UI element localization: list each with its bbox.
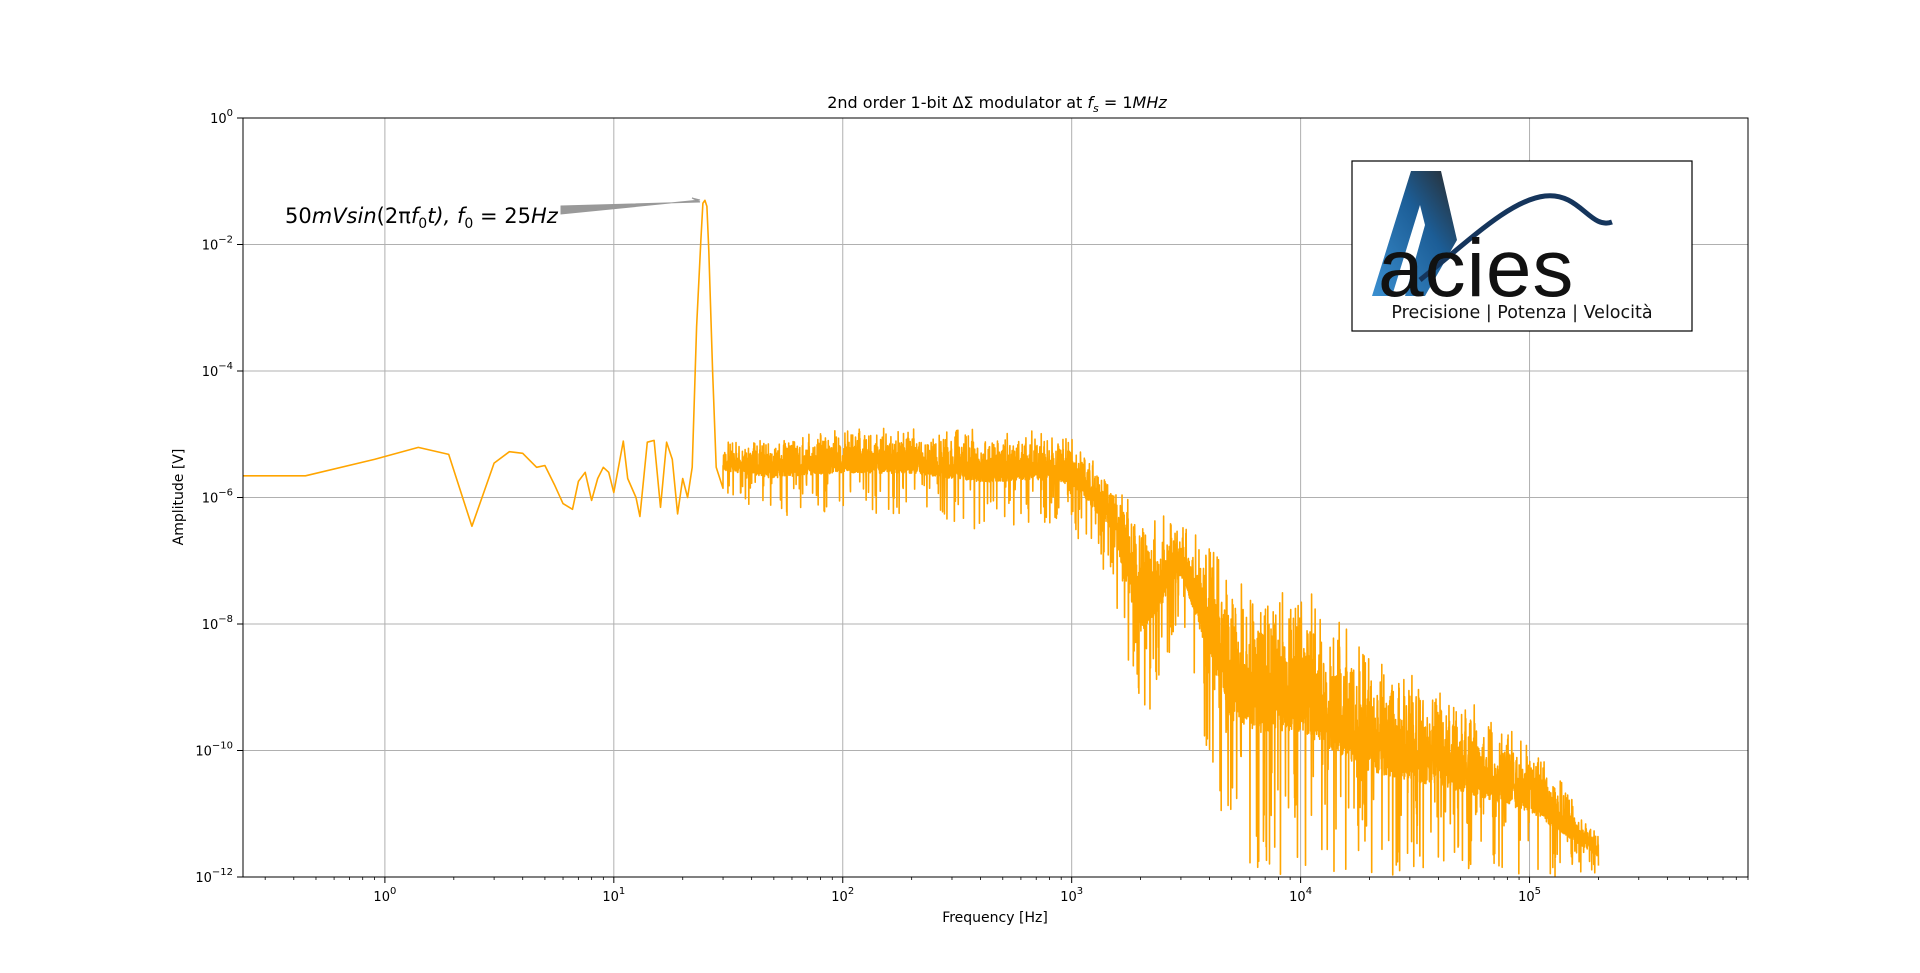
x-tick-label: 102	[831, 886, 854, 905]
y-tick-label: 10−8	[202, 614, 233, 633]
plot-series	[243, 199, 1600, 877]
x-tick-label: 105	[1518, 886, 1541, 905]
logo-word: acies	[1378, 223, 1574, 314]
annotation: 50mVsin(2πf0t), f0 = 25Hz	[285, 197, 701, 232]
annotation-arrow	[560, 197, 701, 215]
chart-title: 2nd order 1-bit ΔΣ modulator at fs = 1MH…	[827, 93, 1167, 115]
ticks: 100 101 102 103 104 105 100 10−2 10−4 10−6 10−8 10−…	[195, 108, 1749, 905]
y-tick-label: 10−12	[195, 867, 233, 886]
series-line	[243, 199, 1600, 877]
x-axis-label: Frequency [Hz]	[942, 910, 1048, 926]
y-tick-label: 10−6	[202, 488, 233, 507]
acies-logo: acies Precisione | Potenza | Velocità	[1351, 160, 1693, 332]
x-tick-label: 104	[1289, 886, 1312, 905]
plot-frame	[242, 117, 1749, 878]
y-tick-label: 10−4	[202, 361, 233, 380]
y-axis-label: Amplitude [V]	[171, 449, 187, 546]
logo-swoosh	[1418, 193, 1613, 282]
x-tick-label: 101	[602, 886, 625, 905]
logo-tagline: Precisione | Potenza | Velocità	[1391, 303, 1652, 323]
x-tick-label: 100	[373, 886, 396, 905]
y-tick-label: 10−10	[195, 741, 233, 760]
y-tick-label: 10−2	[202, 235, 233, 254]
x-tick-label: 103	[1060, 886, 1083, 905]
y-tick-label: 100	[210, 108, 233, 127]
annotation-text: 50mVsin(2πf0t), f0 = 25Hz	[285, 204, 559, 232]
